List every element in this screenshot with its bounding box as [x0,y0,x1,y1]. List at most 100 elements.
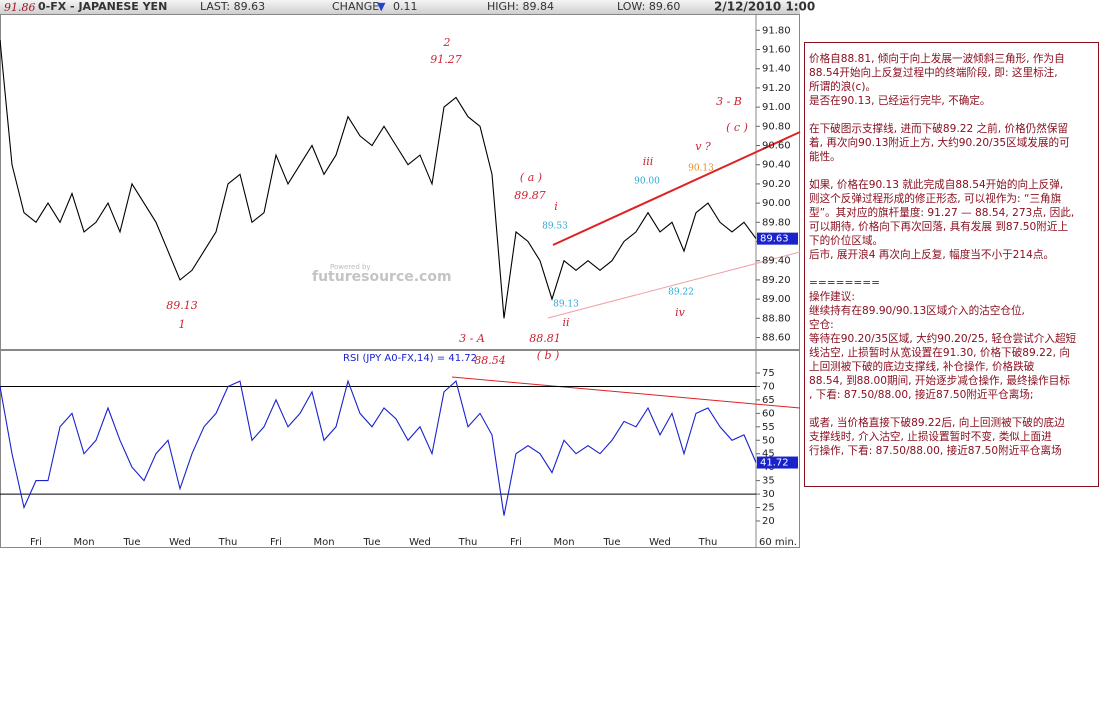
last-value: 41.72 [760,458,789,469]
commentary-line: 则这个反弹过程形成的修正形态, 可以视作为: “三角旗 [809,192,1062,205]
annotation: ( c ) [726,121,748,134]
commentary-line: 如果, 价格在90.13 就此完成自88.54开始的向上反弹, [809,178,1063,191]
x-tick-label: Fri [30,537,42,548]
y-tick-label: 89.00 [762,294,791,305]
y-tick-label: 91.80 [762,25,791,36]
header-bar [0,0,800,14]
last: LAST: 89.63 [200,0,265,13]
y-tick-label: 90.80 [762,121,791,132]
y-tick-label: 30 [762,489,775,500]
x-tick-label: Mon [73,537,94,548]
y-tick-label: 89.40 [762,256,791,267]
commentary-line: ======== [809,277,880,289]
y-tick-label: 50 [762,435,775,446]
y-tick-label: 91.20 [762,83,791,94]
change: 0.11 [393,0,418,13]
commentary-line: 可以期待, 价格向下再次回落, 具有发展 到87.50附近上 [809,220,1068,233]
y-tick-label: 75 [762,368,775,379]
y-tick-label: 60 [762,408,775,419]
annotation: 3 - B [716,95,742,108]
change-label: CHANGE: [332,0,383,13]
annotation: 91.86 [4,1,36,14]
y-tick-label: 91.40 [762,64,791,75]
commentary-line: 空仓: [809,318,834,331]
watermark: futuresource.com [312,269,452,285]
annotation: 3 - A [459,332,485,345]
price-panel [0,14,800,350]
rsi-label: RSI (JPY A0-FX,14) = 41.72 [343,353,477,364]
commentary-line: 行操作, 下看: 87.50/88.00, 接近87.50附近平仓离场 [809,444,1062,457]
last-value-box [757,456,798,469]
x-tick-label: Tue [122,537,140,548]
annotation: 91.27 [430,53,462,66]
y-tick-label: 45 [762,449,775,460]
x-tick-label: Thu [698,537,718,548]
y-tick-label: 35 [762,476,775,487]
x-tick-label: Fri [510,537,522,548]
x-tick-label: Wed [649,537,671,548]
x-tick-label: Thu [458,537,478,548]
commentary-line: 下的价位区域。 [809,234,883,247]
annotation: 89.13 [166,299,198,312]
annotation: 89.13 [553,300,579,310]
x-tick-label: Mon [553,537,574,548]
datetime: 2/12/2010 1:00 [714,0,815,14]
annotation: iv [675,306,686,319]
y-tick-label: 89.80 [762,217,791,228]
commentary-line: 上回测被下破的底边支撑线, 补仓操作, 价格跌破 [809,360,1035,373]
symbol: 0-FX - JAPANESE YEN [38,0,167,13]
commentary-line: 所谓的浪(c)。 [809,80,876,93]
annotation: ii [562,316,569,329]
x-tick-label: Tue [362,537,380,548]
y-tick-label: 90.40 [762,160,791,171]
annotation: ( a ) [520,171,542,184]
y-tick-label: 25 [762,503,775,514]
annotation: 90.13 [688,164,714,174]
y-tick-label: 88.60 [762,333,791,344]
annotation: ( b ) [537,349,560,362]
commentary-line: 在下破图示支撑线, 进而下破89.22 之前, 价格仍然保留 [809,122,1068,135]
y-tick-label: 91.00 [762,102,791,113]
annotation: 89.22 [668,288,694,298]
y-tick-label: 70 [762,381,775,392]
y-tick-label: 90.60 [762,141,791,152]
commentary-line: 着, 再次向90.13附近上方, 大约90.20/35区域发展的可 [809,136,1070,149]
last-value-box [757,232,798,245]
y-tick-label: 20 [762,516,775,527]
annotation: 89.87 [514,189,546,202]
series-line [0,379,757,516]
commentary-line: 后市, 展开浪4 再次向上反复, 幅度当不小于214点。 [809,248,1054,261]
commentary-line: 价格自88.81, 倾向于向上发展一波倾斜三角形, 作为自 [809,52,1065,65]
y-tick-label: 55 [762,422,775,433]
low: LOW: 89.60 [617,0,680,13]
trend-line [552,131,801,246]
series-line [0,39,757,319]
y-tick-label: 89.20 [762,275,791,286]
x-tick-label: Wed [169,537,191,548]
commentary-line: 操作建议: [809,290,855,303]
x-tick-label: Mon [313,537,334,548]
commentary-line: 88.54, 到88.00期间, 开始逐步减仓操作, 最终操作目标 [809,374,1070,387]
commentary-line: 型”。其对应的旗杆量度: 91.27 — 88.54, 273点, 因此, [809,206,1074,219]
commentary-line: 或者, 当价格直接下破89.22后, 向上回测被下破的底边 [809,416,1065,429]
annotation: 88.54 [474,354,506,367]
timeframe: 60 min. [759,537,797,548]
annotation: iii [643,155,654,168]
y-tick-label: 90.20 [762,179,791,190]
annotation: v ? [695,140,711,153]
annotation: 2 [443,36,451,49]
commentary-line: 88.54开始向上反复过程中的终端阶段, 即: 这里标注, [809,66,1058,79]
x-tick-label: Wed [409,537,431,548]
x-tick-label: Fri [270,537,282,548]
commentary-line: 是否在90.13, 已经运行完毕, 不确定。 [809,94,991,107]
commentary-line: 继续持有在89.90/90.13区域介入的沽空仓位, [809,304,1025,317]
trend-line [547,251,801,319]
y-tick-label: 90.00 [762,198,791,209]
last-value: 89.63 [760,234,789,245]
change-arrow: ▼ [377,0,386,13]
high: HIGH: 89.84 [487,0,554,13]
x-tick-label: Thu [218,537,238,548]
rsi-trend-line [451,376,801,409]
watermark-top: Powered by [330,263,371,271]
